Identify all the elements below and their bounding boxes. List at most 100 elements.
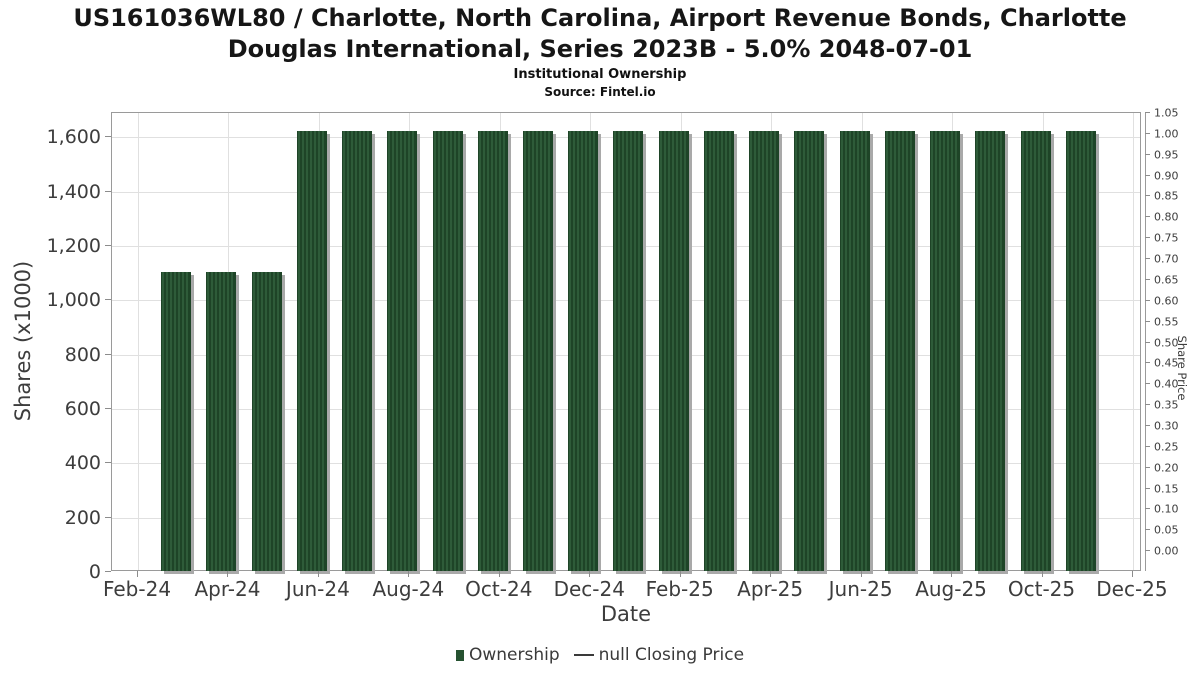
ownership-bar[interactable]: [658, 131, 689, 571]
legend-item-ownership[interactable]: Ownership: [455, 645, 560, 665]
x-tick-label: Aug-25: [915, 577, 987, 601]
x-tick-label: Dec-24: [553, 577, 625, 601]
ownership-bar[interactable]: [703, 131, 734, 571]
y-tick-label: 1,000: [46, 289, 101, 312]
right-axis-tick: [1145, 341, 1150, 343]
right-axis-tick: [1145, 174, 1150, 176]
right-tick-label: 0.40: [1154, 377, 1179, 391]
right-axis-tick: [1145, 299, 1150, 301]
ownership-bar[interactable]: [523, 131, 554, 571]
right-axis-tick: [1145, 132, 1150, 134]
chart-source: Source: Fintel.io: [544, 85, 656, 99]
right-tick-label: 0.15: [1154, 482, 1179, 496]
y-tick-label: 0: [88, 561, 101, 583]
ownership-bar[interactable]: [296, 131, 327, 571]
x-axis-tick: [860, 571, 862, 577]
right-tick-label: 0.90: [1154, 169, 1179, 183]
right-axis-tick: [1145, 487, 1150, 489]
line-marker-icon: [573, 653, 594, 657]
y-axis-tick: [105, 190, 111, 192]
chart-subtitle: Institutional Ownership: [513, 67, 687, 82]
ownership-bar[interactable]: [477, 131, 508, 571]
x-axis-tick: [317, 571, 319, 577]
y-axis-tick: [105, 408, 111, 410]
x-tick-label: Apr-25: [737, 577, 804, 601]
ownership-bar[interactable]: [930, 131, 961, 571]
right-axis-tick: [1145, 529, 1150, 531]
y-axis-tick: [105, 516, 111, 518]
x-axis-title: Date: [600, 602, 652, 626]
right-tick-label: 0.50: [1154, 336, 1179, 349]
right-tick-label: 0.55: [1154, 315, 1179, 329]
ownership-bar[interactable]: [342, 131, 373, 571]
right-tick-label: 0.30: [1154, 419, 1179, 433]
right-axis-tick: [1145, 466, 1150, 468]
right-tick-label: 0.95: [1154, 148, 1179, 162]
y-tick-label: 200: [64, 506, 101, 529]
right-tick-label: 1.00: [1154, 127, 1179, 141]
ownership-bar[interactable]: [568, 131, 599, 571]
bar-marker-icon: [455, 649, 464, 661]
right-axis-tick: [1145, 153, 1150, 155]
x-axis-tick: [589, 571, 591, 577]
ownership-bar[interactable]: [884, 131, 915, 571]
right-tick-label: 0.85: [1154, 189, 1179, 203]
right-tick-label: 0.20: [1154, 461, 1179, 475]
x-axis-tick: [679, 571, 681, 577]
y-tick-label: 1,600: [46, 126, 101, 149]
ownership-bar[interactable]: [161, 272, 192, 571]
x-axis-tick: [1041, 571, 1043, 577]
ownership-bar[interactable]: [206, 272, 237, 571]
ownership-bar[interactable]: [432, 131, 463, 571]
ownership-bar[interactable]: [1065, 131, 1096, 571]
x-axis-tick: [408, 571, 410, 577]
right-tick-label: 0.60: [1154, 294, 1179, 308]
right-tick-label: 0.05: [1154, 523, 1179, 537]
y-axis-tick: [105, 245, 111, 247]
y-axis-tick: [105, 299, 111, 301]
right-axis-tick: [1145, 445, 1150, 447]
right-axis-tick: [1145, 258, 1150, 260]
ownership-bar[interactable]: [794, 131, 825, 571]
right-axis-tick: [1145, 383, 1150, 385]
x-axis-tick: [1131, 571, 1133, 577]
x-axis-tick: [498, 571, 500, 577]
y-axis-tick: [105, 353, 111, 355]
right-tick-label: 0.65: [1154, 273, 1179, 287]
y-tick-label: 1,400: [46, 180, 101, 203]
x-tick-label: Dec-25: [1096, 577, 1168, 601]
right-axis-tick: [1145, 112, 1150, 113]
ownership-bar[interactable]: [1020, 131, 1051, 571]
ownership-bar[interactable]: [387, 131, 418, 571]
ownership-bar[interactable]: [749, 131, 780, 571]
right-axis-tick: [1145, 278, 1150, 280]
y-tick-label: 400: [64, 452, 101, 475]
y-tick-label: 800: [64, 343, 101, 366]
x-axis-tick: [137, 571, 138, 577]
y-tick-label: 1,200: [46, 235, 101, 258]
y-axis-tick: [105, 136, 111, 138]
right-axis-tick: [1145, 320, 1150, 322]
right-axis-tick: [1145, 404, 1150, 406]
legend-item-closing-price[interactable]: null Closing Price: [560, 645, 744, 665]
x-tick-label: Oct-24: [465, 577, 533, 601]
right-axis-tick: [1145, 508, 1150, 510]
ownership-bar[interactable]: [613, 131, 644, 571]
ownership-bar[interactable]: [975, 131, 1006, 571]
right-tick-label: 0.80: [1154, 210, 1179, 224]
gridline-vertical: [1132, 113, 1134, 570]
right-axis-tick: [1145, 424, 1150, 426]
y-tick-label: 600: [64, 398, 101, 421]
right-tick-label: 0.70: [1154, 252, 1179, 266]
ownership-bar[interactable]: [839, 131, 870, 571]
right-tick-label: 0.45: [1154, 356, 1179, 370]
right-tick-label: 0.35: [1154, 398, 1179, 412]
ownership-bar[interactable]: [251, 272, 282, 571]
right-tick-label: 0.25: [1154, 440, 1179, 454]
chart-title: US161036WL80 / Charlotte, North Carolina…: [73, 4, 1127, 63]
right-tick-label: 0.75: [1154, 231, 1179, 245]
x-axis-tick: [951, 571, 953, 577]
x-tick-label: Feb-25: [645, 577, 714, 601]
x-tick-label: Jun-24: [285, 577, 350, 601]
